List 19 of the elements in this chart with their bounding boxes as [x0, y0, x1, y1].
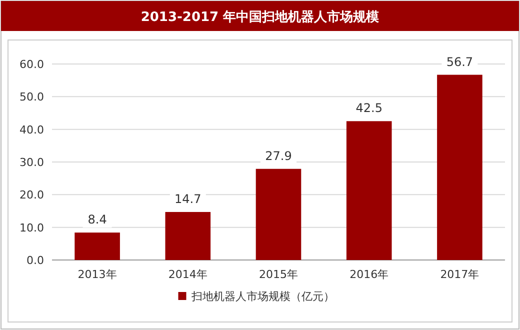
title: 2013-2017 年中国扫地机器人市场规模: [140, 10, 380, 25]
y-tick-label: 30.0: [20, 156, 44, 169]
x-tick-label: 2014年: [168, 268, 208, 281]
data-label: 27.9: [265, 148, 292, 163]
data-label: 56.7: [446, 54, 474, 69]
y-tick-label: 40.0: [20, 123, 44, 136]
y-tick-label: 0.0: [26, 254, 44, 267]
data-label: 8.4: [88, 212, 107, 227]
y-tick-label: 10.0: [20, 221, 44, 234]
y-tick-label: 60.0: [20, 58, 44, 71]
legend-label: 扫地机器人市场规模（亿元）: [190, 290, 334, 303]
x-tick-label: 2017年: [440, 268, 480, 281]
data-label: 14.7: [174, 192, 202, 206]
x-tick-label: 2016年: [350, 268, 389, 281]
data-label: 42.5: [356, 101, 382, 116]
y-tick-label: 50.0: [20, 90, 44, 104]
x-tick-label: 2015年: [259, 268, 298, 281]
y-tick-label: 20.0: [20, 188, 44, 202]
x-tick-label: 2013年: [78, 268, 117, 281]
